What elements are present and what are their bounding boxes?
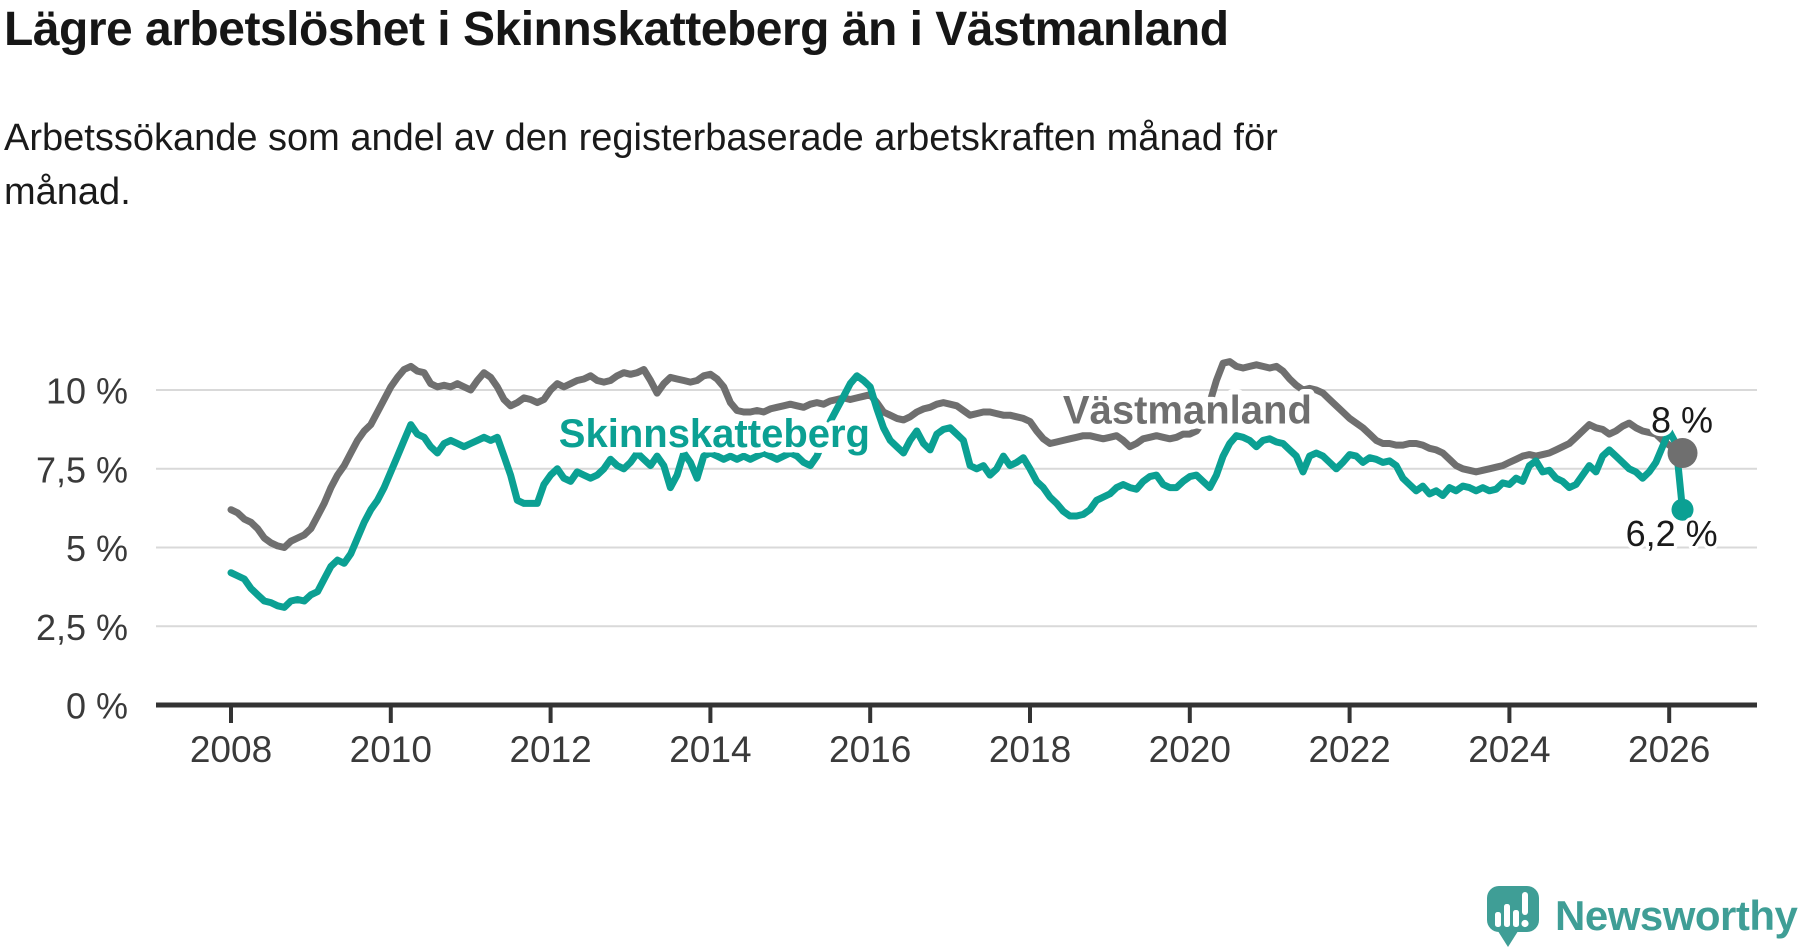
y-tick-label: 7,5 %	[36, 449, 128, 490]
y-tick-label: 2,5 %	[36, 607, 128, 648]
series-end-dot-skinnskatteberg	[1671, 498, 1694, 521]
x-tick-label: 2020	[1149, 729, 1231, 770]
chart-subtitle-line-1: Arbetssökande som andel av den registerb…	[4, 117, 1278, 159]
y-tick-label: 0 %	[66, 686, 128, 727]
x-tick-label: 2014	[669, 729, 751, 770]
x-tick-label: 2024	[1468, 729, 1550, 770]
x-tick-label: 2016	[829, 729, 911, 770]
chart-subtitle-line-2: månad.	[4, 170, 131, 213]
x-tick-label: 2026	[1628, 729, 1710, 770]
series-label-skinnskatteberg: Skinnskatteberg	[559, 412, 870, 456]
newsworthy-logo-icon	[1487, 886, 1539, 947]
x-tick-label: 2012	[509, 729, 591, 770]
newsworthy-brand: Newsworthy	[1486, 884, 1798, 948]
series-label-västmanland: Västmanland	[1063, 388, 1312, 432]
page-title: Lägre arbetslöshet i Skinnskatteberg än …	[4, 3, 1229, 56]
series-line-skinnskatteberg	[227, 372, 1686, 611]
x-tick-label: 2018	[989, 729, 1071, 770]
y-tick-label: 5 %	[66, 528, 128, 569]
x-tick-label: 2008	[190, 729, 272, 770]
chart-subtitle: Arbetssökande som andel av den registerb…	[4, 112, 1564, 220]
x-tick-label: 2010	[350, 729, 432, 770]
x-tick-label: 2022	[1308, 729, 1390, 770]
series-line-västmanland	[227, 358, 1686, 551]
series-end-value-label-skinnskatteberg: 6,2 %	[1626, 513, 1718, 554]
series-end-dot-västmanland	[1667, 438, 1698, 468]
newsworthy-brand-name: Newsworthy	[1555, 892, 1798, 939]
y-tick-label: 10 %	[46, 371, 128, 412]
series-end-value-label-västmanland: 8 %	[1651, 399, 1713, 440]
